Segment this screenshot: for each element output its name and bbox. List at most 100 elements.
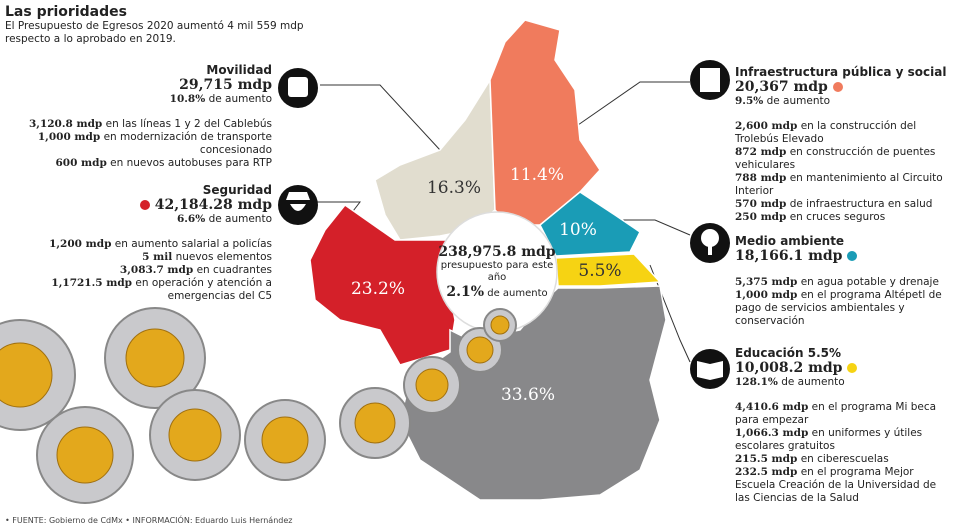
amount-value: 10,008.2 mdp: [735, 360, 843, 376]
item: 5,375 mdp en agua potable y drenaje: [735, 276, 950, 289]
sector-label: 16.3%: [427, 178, 481, 198]
item-text: en el programa Mejor Escuela Creación de…: [735, 466, 937, 504]
section-title: Educación 5.5%: [735, 346, 842, 360]
item-list: 5,375 mdp en agua potable y drenaje 1,000…: [735, 276, 950, 328]
leader-line: [577, 81, 690, 126]
coin-center: [490, 315, 510, 335]
sector-label: 33.6%: [501, 385, 555, 405]
color-dot: [847, 363, 858, 373]
item-amount: 250 mdp: [735, 211, 787, 223]
item-text: en la construcción del Trolebús Elevado: [735, 120, 917, 145]
item-text: en uniformes y útiles escolares gratuito…: [735, 427, 923, 452]
growth-value: 128.1%: [735, 376, 778, 388]
growth-value: 6.6%: [176, 213, 206, 225]
item-amount: 872 mdp: [735, 146, 787, 158]
item: 4,410.6 mdp en el programa Mi beca para …: [735, 401, 950, 427]
section-growth: 128.1% de aumento: [735, 376, 950, 389]
item: 5 mil nuevos elementos: [0, 251, 272, 264]
item-list: 4,410.6 mdp en el programa Mi beca para …: [735, 401, 950, 505]
item: 1,000 mdp en el programa Altépetl de pag…: [735, 289, 950, 328]
footer: • FUENTE: Gobierno de CdMx • INFORMACIÓN…: [5, 516, 293, 525]
item: 1,200 mdp en aumento salarial a policías: [0, 238, 272, 251]
item: 788 mdp en mantenimiento al Circuito Int…: [735, 172, 950, 198]
section-title: Movilidad: [206, 63, 272, 77]
item: 570 mdp de infraestructura en salud: [735, 198, 950, 211]
item-list: 3,120.8 mdp en las líneas 1 y 2 del Cabl…: [0, 118, 272, 170]
amount-value: 29,715 mdp: [179, 77, 272, 93]
coin-center: [466, 336, 494, 364]
icon-book: [697, 361, 723, 380]
item-text: en mantenimiento al Circuito Interior: [735, 172, 943, 197]
item-text: en agua potable y drenaje: [800, 276, 939, 288]
growth-value: 9.5%: [735, 95, 764, 107]
item-text: en cuadrantes: [196, 264, 272, 276]
item-amount: 570 mdp: [735, 198, 787, 210]
leader-line: [320, 84, 441, 151]
map-sector: [555, 253, 662, 287]
item-text: en operación y atención a emergencias de…: [135, 277, 272, 302]
section: Movilidad 29,715 mdp 10.8% de aumento 3,120…: [0, 64, 272, 170]
item-amount: 3,083.7 mdp: [119, 264, 194, 276]
icon-bus: [288, 77, 308, 97]
item: 1,066.3 mdp en uniformes y útiles escola…: [735, 427, 950, 453]
item-amount: 1,000 mdp: [37, 131, 101, 143]
section: Seguridad 42,184.28 mdp 6.6% de aumento 1,2…: [0, 184, 272, 303]
item: 600 mdp en nuevos autobuses para RTP: [0, 157, 272, 170]
item-amount: 215.5 mdp: [735, 453, 798, 465]
sector-label: 23.2%: [351, 279, 405, 299]
growth-label: de aumento: [781, 376, 845, 388]
item-amount: 1,066.3 mdp: [735, 427, 809, 439]
section-amount: 29,715 mdp: [0, 77, 272, 93]
center-growth-label: de aumento: [487, 288, 548, 299]
item-text: en nuevos autobuses para RTP: [110, 157, 272, 169]
section-amount: 18,166.1 mdp: [735, 248, 950, 264]
section-amount: 10,008.2 mdp: [735, 360, 950, 376]
amount-value: 18,166.1 mdp: [735, 248, 843, 264]
item: 3,083.7 mdp en cuadrantes: [0, 264, 272, 277]
item-amount: 3,120.8 mdp: [28, 118, 103, 130]
coin-center: [415, 368, 449, 402]
coin-center: [168, 408, 222, 462]
leader-lines: [315, 81, 691, 363]
color-dot: [832, 82, 843, 92]
sector-labels: 16.3% 11.4% 23.2% 10% 5.5% 33.6%: [351, 165, 622, 405]
item-amount: 5 mil: [142, 251, 173, 263]
section-growth: 10.8% de aumento: [0, 93, 272, 106]
leader-line: [620, 219, 691, 236]
color-dot: [847, 251, 858, 261]
coin-center: [125, 328, 185, 388]
sector-label: 11.4%: [510, 165, 564, 185]
item-amount: 4,410.6 mdp: [735, 401, 809, 413]
title: Las prioridades: [5, 4, 127, 20]
section: Infraestructura pública y social 20,367 m…: [735, 66, 950, 224]
growth-label: de aumento: [766, 95, 831, 107]
section-title: Seguridad: [202, 183, 272, 197]
coins: [0, 307, 517, 504]
color-dot: [139, 200, 150, 210]
growth-label: de aumento: [208, 93, 272, 105]
section: Educación 5.5% 10,008.2 mdp 128.1% de aume…: [735, 347, 950, 505]
item-list: 2,600 mdp en la construcción del Trolebú…: [735, 120, 950, 224]
section-amount: 20,367 mdp: [735, 79, 950, 95]
item-text: en cruces seguros: [789, 211, 886, 223]
section-amount: 42,184.28 mdp: [0, 197, 272, 213]
item-text: en las líneas 1 y 2 del Cablebús: [105, 118, 272, 130]
item-amount: 1,1721.5 mdp: [51, 277, 133, 289]
subtitle: El Presupuesto de Egresos 2020 aumentó 4…: [5, 20, 304, 45]
item-text: en modernización de transporte concesion…: [103, 131, 272, 156]
section-title: Medio ambiente: [735, 234, 845, 248]
coin-center: [261, 416, 309, 464]
icon-tree: [708, 245, 712, 255]
coin-center: [0, 342, 53, 408]
item: 872 mdp en construcción de puentes vehic…: [735, 146, 950, 172]
coin-center: [56, 426, 114, 484]
item-amount: 600 mdp: [55, 157, 107, 169]
header: Las prioridades El Presupuesto de Egreso…: [5, 4, 345, 46]
growth-label: de aumento: [208, 213, 272, 225]
section-title: Infraestructura pública y social: [735, 65, 947, 79]
item-text: en construcción de puentes vehiculares: [735, 146, 936, 171]
item-text: nuevos elementos: [175, 251, 272, 263]
